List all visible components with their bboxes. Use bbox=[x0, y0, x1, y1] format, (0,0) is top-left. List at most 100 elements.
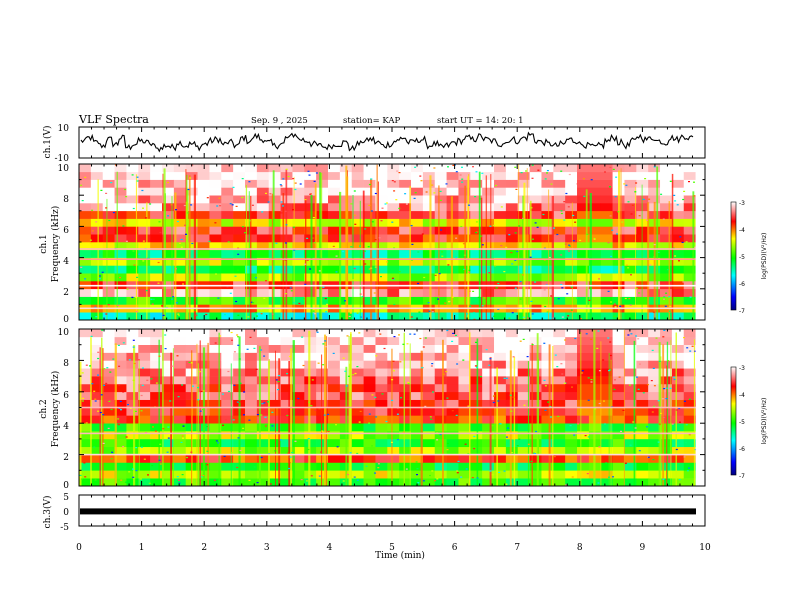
ch2-spec-cell bbox=[280, 407, 293, 416]
ch2-spec-cell bbox=[612, 329, 625, 338]
ch2-spec-sferic bbox=[610, 359, 612, 486]
ch2-spec-speckle bbox=[122, 342, 125, 344]
ch1-spec-cell bbox=[411, 249, 424, 258]
ch1-spec-cell bbox=[233, 242, 246, 251]
ch1-spec-cell bbox=[185, 226, 198, 235]
ch1-spec-cell bbox=[470, 187, 483, 196]
ch2-spec-cell bbox=[256, 376, 270, 385]
ch2-spec-speckle bbox=[150, 378, 153, 380]
ch1-spec-cell bbox=[268, 242, 281, 251]
ch2-spec-cell bbox=[209, 344, 222, 353]
ch2-spec-cell bbox=[209, 431, 222, 440]
ch1-spec-speckle bbox=[159, 231, 162, 234]
ch2-spec-cell bbox=[458, 352, 471, 361]
ch2-spec-cell bbox=[553, 360, 566, 369]
ch1-spec-speckle bbox=[568, 250, 570, 252]
ch2-spec-cell bbox=[636, 415, 649, 424]
ch1-spec-speckle bbox=[282, 205, 284, 207]
ch1-spec-cell bbox=[422, 288, 436, 297]
ch1-spec-speckle bbox=[497, 308, 500, 310]
ch1-spec-cell bbox=[162, 265, 175, 274]
ch2-spec-cell bbox=[683, 329, 696, 338]
ch1-spec-cell bbox=[541, 203, 554, 212]
ch2-spec-cell bbox=[612, 336, 625, 345]
ch2-spec-speckle bbox=[614, 379, 616, 381]
ch2-spec-cell bbox=[411, 368, 424, 377]
ch1-spec-cell bbox=[683, 210, 696, 219]
ch2-spec-cell bbox=[624, 438, 637, 448]
ch1-spec-speckle bbox=[125, 240, 128, 242]
ch2-spec-speckle bbox=[646, 384, 649, 386]
ch2-spec-cell bbox=[221, 391, 234, 400]
ch2-spec-speckle bbox=[512, 438, 515, 440]
ch1-spec-cell bbox=[387, 164, 400, 173]
ch1-spec-cell bbox=[363, 203, 376, 212]
ch2-spec-cell bbox=[363, 399, 376, 408]
ch1-spec-cell bbox=[79, 242, 92, 251]
ch2-spec-speckle bbox=[238, 401, 241, 403]
ch2-spec-cell bbox=[102, 383, 115, 393]
ch1-spec-cell bbox=[256, 203, 270, 212]
ch2-spec-speckle bbox=[391, 399, 394, 401]
ch1-spec-cell bbox=[126, 218, 139, 227]
ch1-spec-cell bbox=[316, 195, 329, 204]
ch2-spec-cell bbox=[565, 438, 578, 448]
ch1-spec-cell bbox=[138, 249, 151, 258]
ch1-spec-cell bbox=[268, 164, 281, 173]
ch2-spec-speckle bbox=[253, 347, 256, 349]
ch2-spec-cell bbox=[434, 423, 447, 432]
ch2-spec-cell bbox=[636, 399, 649, 408]
ch2-spec-speckle bbox=[227, 370, 230, 373]
ch2-spec-speckle bbox=[164, 348, 167, 350]
ch1-spec-speckle bbox=[171, 298, 173, 300]
ch1-spec-cell bbox=[138, 265, 151, 274]
ch1-spec-cell bbox=[387, 234, 400, 243]
ch2-spec-cell bbox=[636, 431, 649, 440]
ch2-spec-cell bbox=[411, 329, 424, 338]
ch2-spec-speckle bbox=[630, 475, 633, 477]
ch1-spec-speckle bbox=[183, 204, 186, 207]
ch1-spec-cell bbox=[79, 265, 92, 274]
ch2-spec-cell bbox=[221, 360, 234, 369]
ch1-spec-speckle bbox=[367, 246, 370, 248]
ch1-spec-cell bbox=[671, 273, 685, 282]
ch2-spec-cell bbox=[138, 368, 151, 377]
ch1-spec-cell bbox=[150, 234, 163, 243]
ch1-spec-speckle bbox=[364, 228, 367, 230]
ch1-spec-speckle bbox=[567, 315, 570, 317]
ch2-spec-cell bbox=[458, 470, 471, 479]
ch1-spec-speckle bbox=[285, 168, 288, 170]
ch1-spec-cell bbox=[422, 218, 436, 227]
ch1-spec-cell bbox=[233, 187, 246, 196]
ch2-spec-cell bbox=[126, 376, 139, 385]
ch2-spec-cell bbox=[494, 383, 507, 393]
ch2-spec-cell bbox=[422, 383, 436, 393]
ch2-spec-speckle bbox=[169, 400, 172, 402]
ch2-spec-speckle bbox=[381, 393, 384, 395]
ch1-spec-speckle bbox=[313, 180, 316, 182]
ch1-spec-cell bbox=[256, 195, 270, 204]
ch2-spec-cell bbox=[339, 360, 353, 369]
ch1-spec-cell bbox=[268, 312, 281, 321]
ch2-spec-speckle bbox=[587, 436, 590, 438]
ch1-spec-speckle bbox=[131, 296, 134, 298]
ch2-spec-cell bbox=[197, 329, 210, 338]
ch1-spec-speckle bbox=[676, 204, 679, 206]
ch2-spec-cell bbox=[245, 352, 258, 361]
ch2-spec-cell bbox=[565, 431, 578, 440]
ch1-spec-cell bbox=[126, 179, 139, 188]
ch2-spec-cell bbox=[553, 329, 566, 338]
ch1-spec-speckle bbox=[145, 290, 148, 292]
ch1-spec-cell bbox=[470, 210, 483, 219]
ch1-spec-narrowband-line bbox=[79, 307, 696, 310]
ch2-spec-cell bbox=[90, 336, 104, 345]
ch2-spec-cell bbox=[577, 383, 590, 393]
ch1-spec-speckle bbox=[371, 221, 374, 223]
ch2-spec-cell bbox=[162, 336, 175, 345]
ch2-spec-sferic bbox=[608, 352, 610, 486]
ch1-spec-speckle bbox=[359, 293, 362, 295]
ch1-spec-speckle bbox=[186, 212, 189, 214]
ch2-spec-cell bbox=[541, 454, 554, 463]
ch1-spec-cell bbox=[292, 226, 305, 235]
ch1-spec-speckle bbox=[580, 318, 582, 320]
